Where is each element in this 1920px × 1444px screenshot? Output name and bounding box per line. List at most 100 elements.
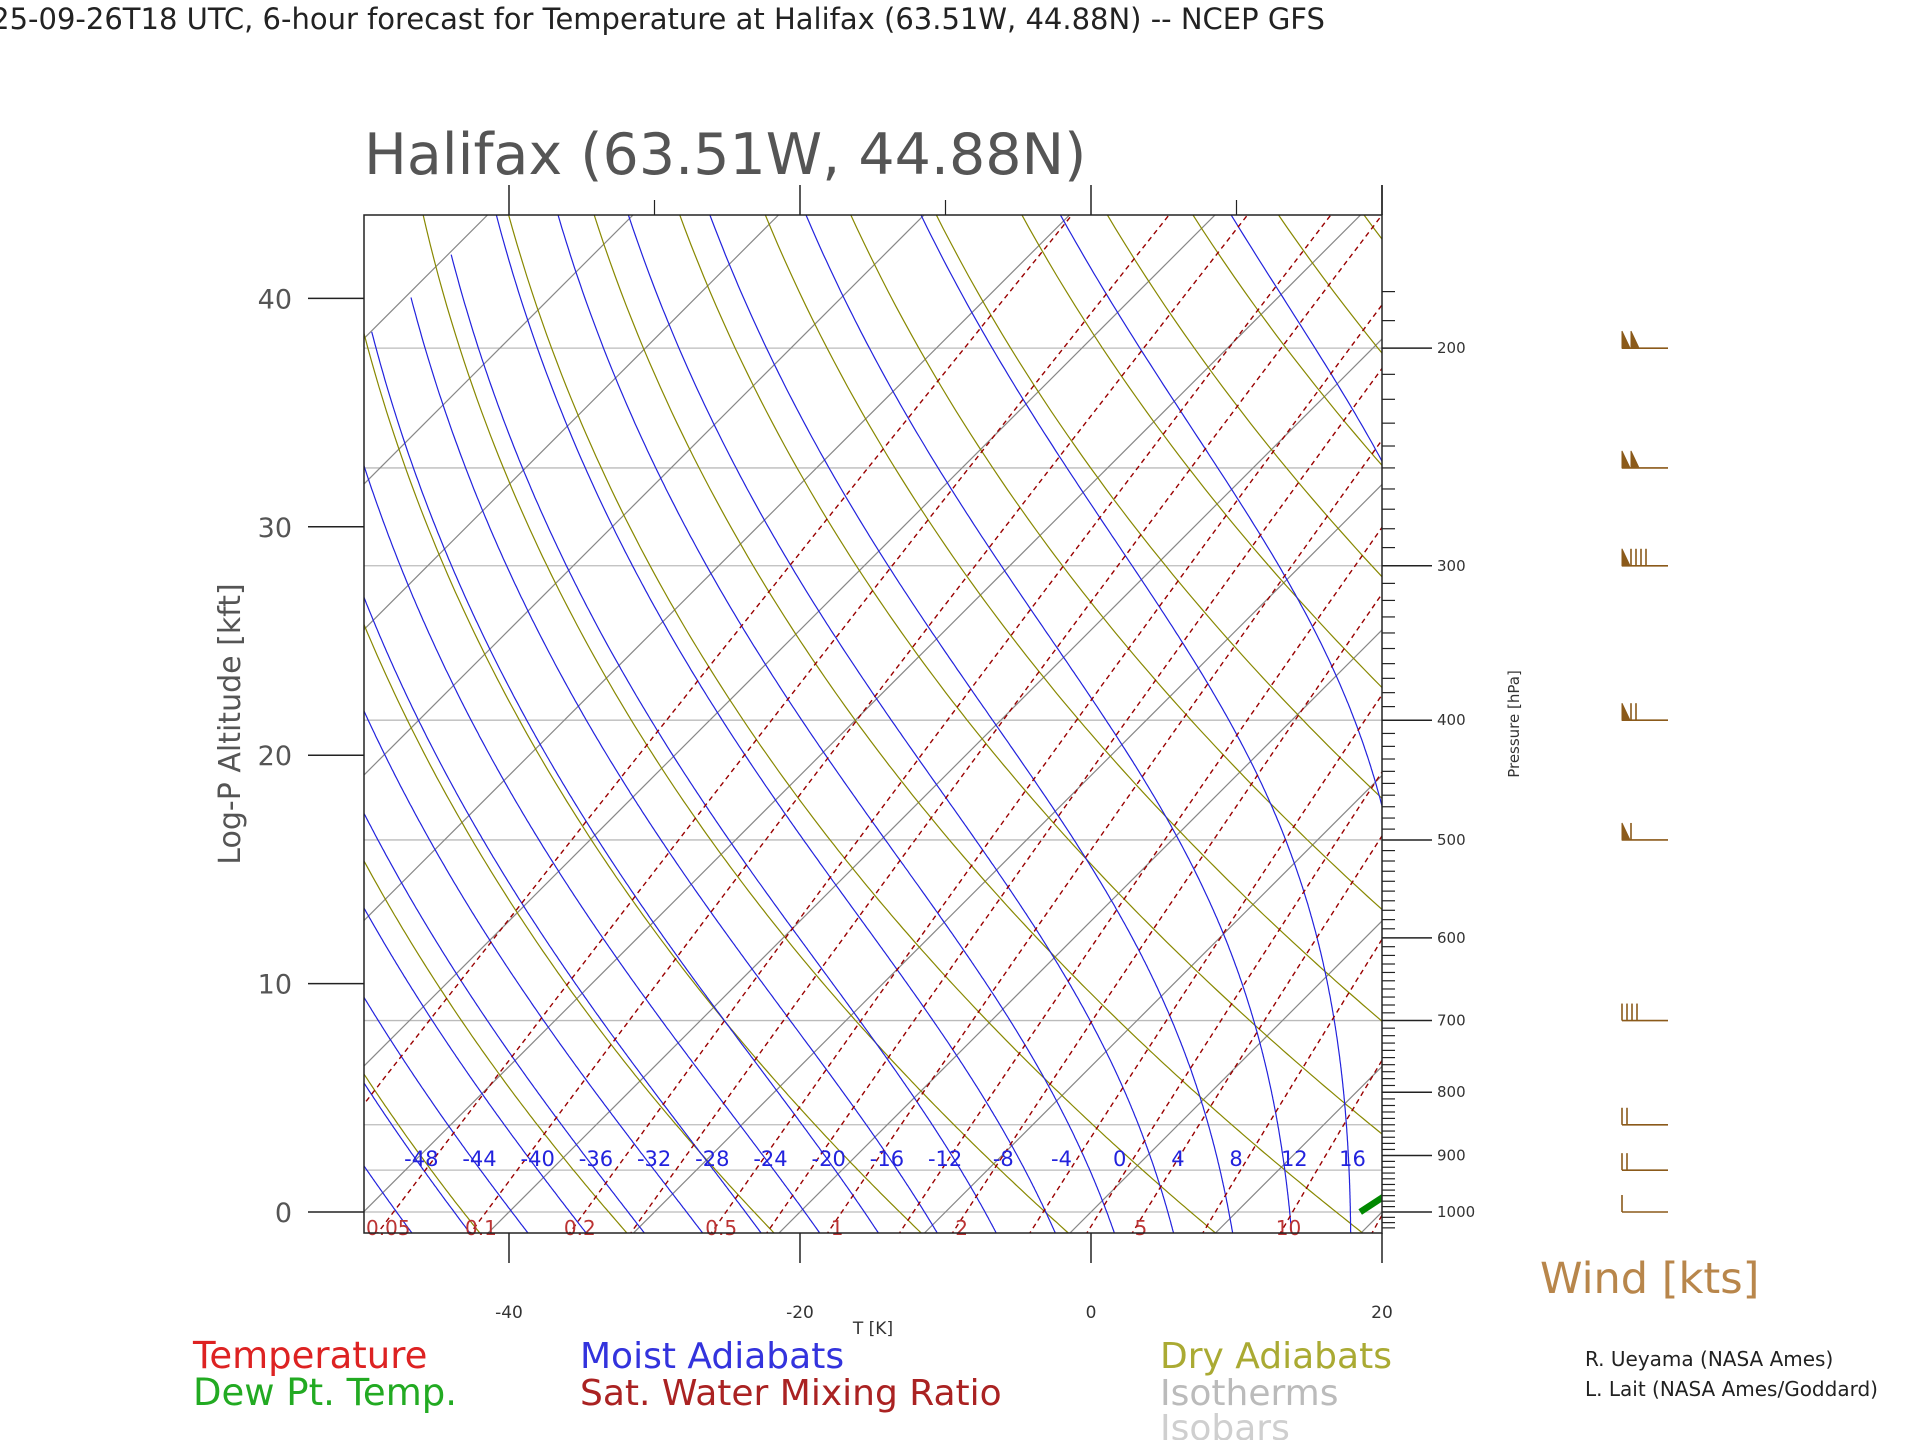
mixing-ratio-label: 5: [1135, 1216, 1148, 1240]
mixing-ratio-line: [1080, 194, 1773, 1244]
dry-adiabat-line: [334, 194, 932, 1244]
mixing-ratio-line: [1197, 194, 1867, 1244]
header-text: Valid 2025-09-26T18 UTC, 6-hour forecast…: [0, 2, 1325, 36]
wind-barb: [1622, 1153, 1668, 1170]
moist-adiabat-line: [451, 255, 1001, 1244]
mixing-ratio-line: [760, 194, 1511, 1244]
mixing-ratio-label: 0.2: [564, 1216, 596, 1240]
y-tick-label: 10: [258, 970, 292, 1001]
mixing-ratio-line: [1659, 194, 1920, 1244]
legend-moist-adiabats: Moist Adiabats: [580, 1336, 844, 1377]
pressure-tick-label: 400: [1437, 711, 1466, 729]
sounding-series: [1360, 292, 1920, 1212]
dry-adiabat-line: [926, 194, 1920, 1244]
dry-adiabat-line: [249, 194, 784, 1244]
pressure-axis-label: Pressure [hPa]: [1505, 670, 1523, 778]
mixing-ratio-line: [1274, 194, 1920, 1244]
mixing-ratio-label: 1: [831, 1216, 844, 1240]
moist-adiabat-line: [1049, 194, 1414, 1244]
x-tick-label: -20: [786, 1303, 814, 1323]
moist-adiabat-line: [552, 194, 1118, 1244]
dry-adiabat-line: [0, 194, 340, 1244]
temperature-line: [1656, 292, 1920, 938]
dry-adiabat-line: [80, 194, 488, 1244]
moist-adiabat-label: 4: [1171, 1147, 1184, 1171]
moist-adiabat-line: [233, 472, 652, 1243]
wind-barb: [1622, 549, 1668, 566]
isotherm-line: [1496, 194, 1920, 1244]
dry-adiabat-line: [588, 194, 1376, 1244]
moist-adiabat-label: -48: [404, 1147, 438, 1171]
isotherm-line: [0, 194, 945, 1244]
pressure-tick-label: 1000: [1437, 1203, 1475, 1221]
moist-adiabat-label: 0: [1113, 1147, 1126, 1171]
isotherm-line: [0, 194, 218, 1244]
pressure-tick-label: 800: [1437, 1083, 1466, 1101]
pressure-tick-label: 300: [1437, 557, 1466, 575]
moist-adiabat-label: -32: [637, 1147, 671, 1171]
credit-line-2: L. Lait (NASA Ames/Goddard): [1585, 1377, 1878, 1401]
mixing-ratio-line: [463, 194, 1264, 1244]
mixing-ratio-line: [623, 194, 1398, 1244]
wind-barb: [1622, 1108, 1668, 1125]
moist-adiabat-line: [797, 194, 1292, 1244]
dry-adiabat-line: [418, 194, 1080, 1244]
dry-adiabat-line: [1518, 194, 1920, 1244]
wind-barb: [1622, 703, 1668, 720]
isotherm-line: [0, 194, 654, 1244]
x-tick-label: -40: [495, 1303, 523, 1323]
legend-mixing-ratio: Sat. Water Mixing Ratio: [580, 1373, 1002, 1414]
pressure-tick-label: 200: [1437, 339, 1466, 357]
moist-adiabat-line: [301, 404, 769, 1243]
isotherm-line: [0, 194, 363, 1244]
moist-adiabat-line: [702, 194, 1234, 1244]
mixing-ratio-line: [704, 194, 1465, 1244]
pressure-tick-label: 500: [1437, 831, 1466, 849]
moist-adiabat-label: -24: [753, 1147, 787, 1171]
wind-barb: [1622, 1004, 1668, 1021]
dry-adiabat-line: [1602, 194, 1920, 1244]
moist-adiabat-line: [411, 298, 943, 1244]
wind-barb: [1622, 1195, 1668, 1212]
wind-barbs: [1622, 331, 1668, 1212]
background-lines: [0, 194, 1920, 1244]
moist-adiabat-line: [622, 194, 1177, 1244]
wind-label: Wind [kts]: [1540, 1254, 1759, 1304]
wind-barb: [1622, 331, 1668, 348]
isotherm-line: [41, 194, 1091, 1244]
isotherm-line: [1205, 194, 1920, 1244]
y-tick-label: 30: [258, 513, 292, 544]
dry-adiabat-line: [1349, 194, 1920, 1244]
pressure-tick-label: 700: [1437, 1012, 1466, 1030]
x-axis-label: T [K]: [852, 1319, 893, 1339]
y-tick-label: 40: [258, 284, 292, 315]
moist-adiabat-line: [100, 604, 419, 1244]
isotherm-line: [478, 194, 1528, 1244]
moist-adiabat-line: [133, 569, 477, 1243]
mixing-ratio-line: [1487, 194, 1920, 1244]
dry-adiabat-line: [672, 194, 1524, 1244]
moist-adiabat-label: 12: [1281, 1147, 1308, 1171]
legend-dry-adiabats: Dry Adiabats: [1160, 1336, 1392, 1377]
legend-dewpoint: Dew Pt. Temp.: [193, 1371, 457, 1414]
dry-adiabat-line: [1180, 194, 1920, 1244]
dry-adiabat-line: [841, 194, 1819, 1244]
moist-adiabat-label: 8: [1229, 1147, 1242, 1171]
isotherm-line: [187, 194, 1237, 1244]
dry-adiabat-line: [1687, 194, 1920, 1244]
y-axis-label: Log-P Altitude [kft]: [213, 583, 248, 864]
mixing-ratio-label: 0.05: [366, 1216, 411, 1240]
moist-adiabat-label: -12: [928, 1147, 962, 1171]
mixing-ratio-label: 0.1: [465, 1216, 497, 1240]
isotherm-line: [0, 194, 509, 1244]
mixing-ratio-label: 2: [955, 1216, 968, 1240]
moist-adiabat-label: -4: [1051, 1147, 1072, 1171]
moist-adiabat-label: -20: [812, 1147, 846, 1171]
isotherm-line: [914, 194, 1920, 1244]
moist-adiabat-label: -40: [521, 1147, 555, 1171]
dry-adiabat-line: [1856, 194, 1920, 1244]
x-tick-label: 0: [1086, 1303, 1097, 1323]
isotherm-line: [1642, 194, 1920, 1244]
